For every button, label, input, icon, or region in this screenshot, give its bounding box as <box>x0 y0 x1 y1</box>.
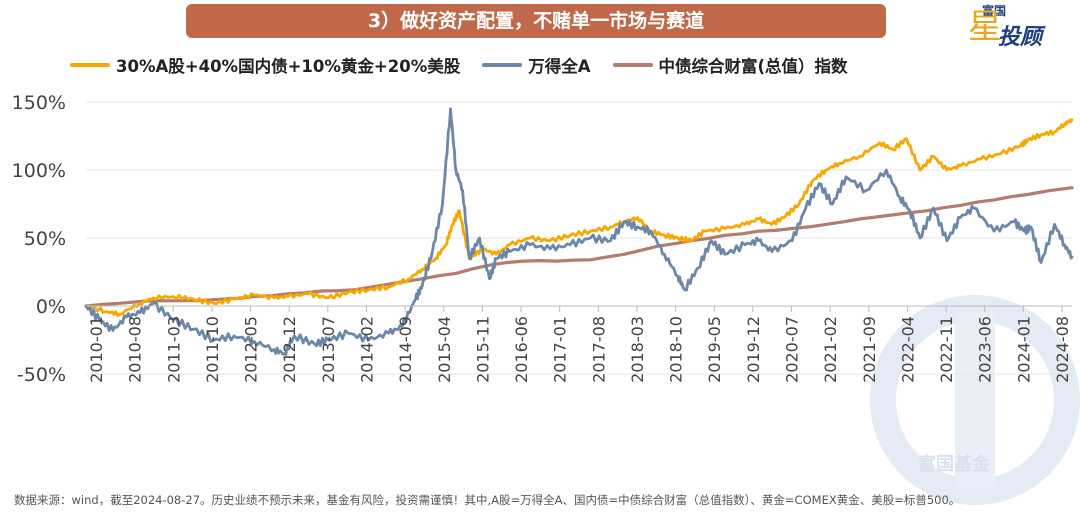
x-tick-label: 2011-03 <box>164 316 183 383</box>
x-tick-label: 2024-01 <box>1014 316 1033 383</box>
title-banner: 3）做好资产配置，不赌单一市场与赛道 <box>186 4 886 38</box>
wind-a-line <box>84 107 1074 356</box>
legend-item-bond: 中债综合财富(总值）指数 <box>612 53 848 77</box>
legend-item-wind: 万得全A <box>482 53 591 77</box>
x-tick-label: 2013-07 <box>319 316 338 383</box>
x-tick-label: 2012-05 <box>242 316 261 383</box>
x-tick-label: 2019-05 <box>705 316 724 383</box>
x-tick-label: 2024-08 <box>1053 316 1072 383</box>
x-tick-label: 2016-06 <box>512 316 531 383</box>
x-tick-label: 2015-11 <box>473 316 492 383</box>
x-tick-label: 2021-02 <box>821 316 840 383</box>
x-tick-label: 2010-01 <box>87 316 106 383</box>
chart-legend: 30%A股+40%国内债+10%黄金+20%美股 万得全A 中债综合财富(总值）… <box>70 52 870 78</box>
x-tick-label: 2018-03 <box>628 316 647 383</box>
x-tick-label: 2014-09 <box>396 316 415 383</box>
legend-label-portfolio: 30%A股+40%国内债+10%黄金+20%美股 <box>116 57 461 76</box>
legend-swatch-wind <box>482 63 523 67</box>
legend-item-portfolio: 30%A股+40%国内债+10%黄金+20%美股 <box>70 53 460 77</box>
y-tick-label: 150% <box>12 92 66 114</box>
x-tick-label: 2022-04 <box>898 316 917 383</box>
watermark-ring <box>870 295 1080 505</box>
y-axis: -50% 0% 50% 100% 150% <box>12 92 66 386</box>
watermark: 富国基金 <box>870 295 1080 505</box>
x-axis: 2010-01 2010-08 2011-03 2011-10 2012-05 2012-… <box>87 306 1072 383</box>
x-tick-label: 2019-12 <box>744 316 763 383</box>
x-tick-label: 2020-07 <box>783 316 802 383</box>
y-tick-label: 50% <box>24 228 66 250</box>
legend-label-bond: 中债综合财富(总值）指数 <box>658 57 848 76</box>
x-tick-label: 2011-10 <box>203 316 222 383</box>
x-tick-label: 2022-11 <box>937 316 956 383</box>
y-tick-label: 0% <box>36 296 66 318</box>
watermark-bar <box>955 312 995 488</box>
brand-logo: 富国 星 投顾 <box>968 2 1076 50</box>
logo-main-text: 投顾 <box>998 25 1043 50</box>
legend-swatch-portfolio <box>70 63 110 67</box>
x-tick-label: 2018-10 <box>667 316 686 383</box>
x-tick-label: 2010-08 <box>126 316 145 383</box>
x-tick-label: 2015-04 <box>435 316 454 383</box>
legend-swatch-bond <box>612 63 653 67</box>
x-tick-label: 2017-01 <box>551 316 570 383</box>
x-tick-label: 2014-02 <box>357 316 376 383</box>
footnote: 数据来源：wind，截至2024-08-27。历史业绩不预示未来，基金有风险，投… <box>14 493 961 507</box>
watermark-text: 富国基金 <box>918 453 991 475</box>
logo-top-text: 富国 <box>982 4 1007 18</box>
y-tick-label: 100% <box>12 160 66 182</box>
bond-index-line <box>84 186 1074 308</box>
x-tick-label: 2023-06 <box>976 316 995 383</box>
x-tick-label: 2012-12 <box>280 316 299 383</box>
series <box>84 107 1074 356</box>
legend-label-wind: 万得全A <box>528 57 591 76</box>
x-tick-label: 2017-08 <box>589 316 608 383</box>
y-tick-label: -50% <box>17 364 66 386</box>
x-tick-label: 2021-09 <box>860 316 879 383</box>
portfolio-line <box>84 118 1074 318</box>
star-icon: 星 <box>968 7 1002 47</box>
